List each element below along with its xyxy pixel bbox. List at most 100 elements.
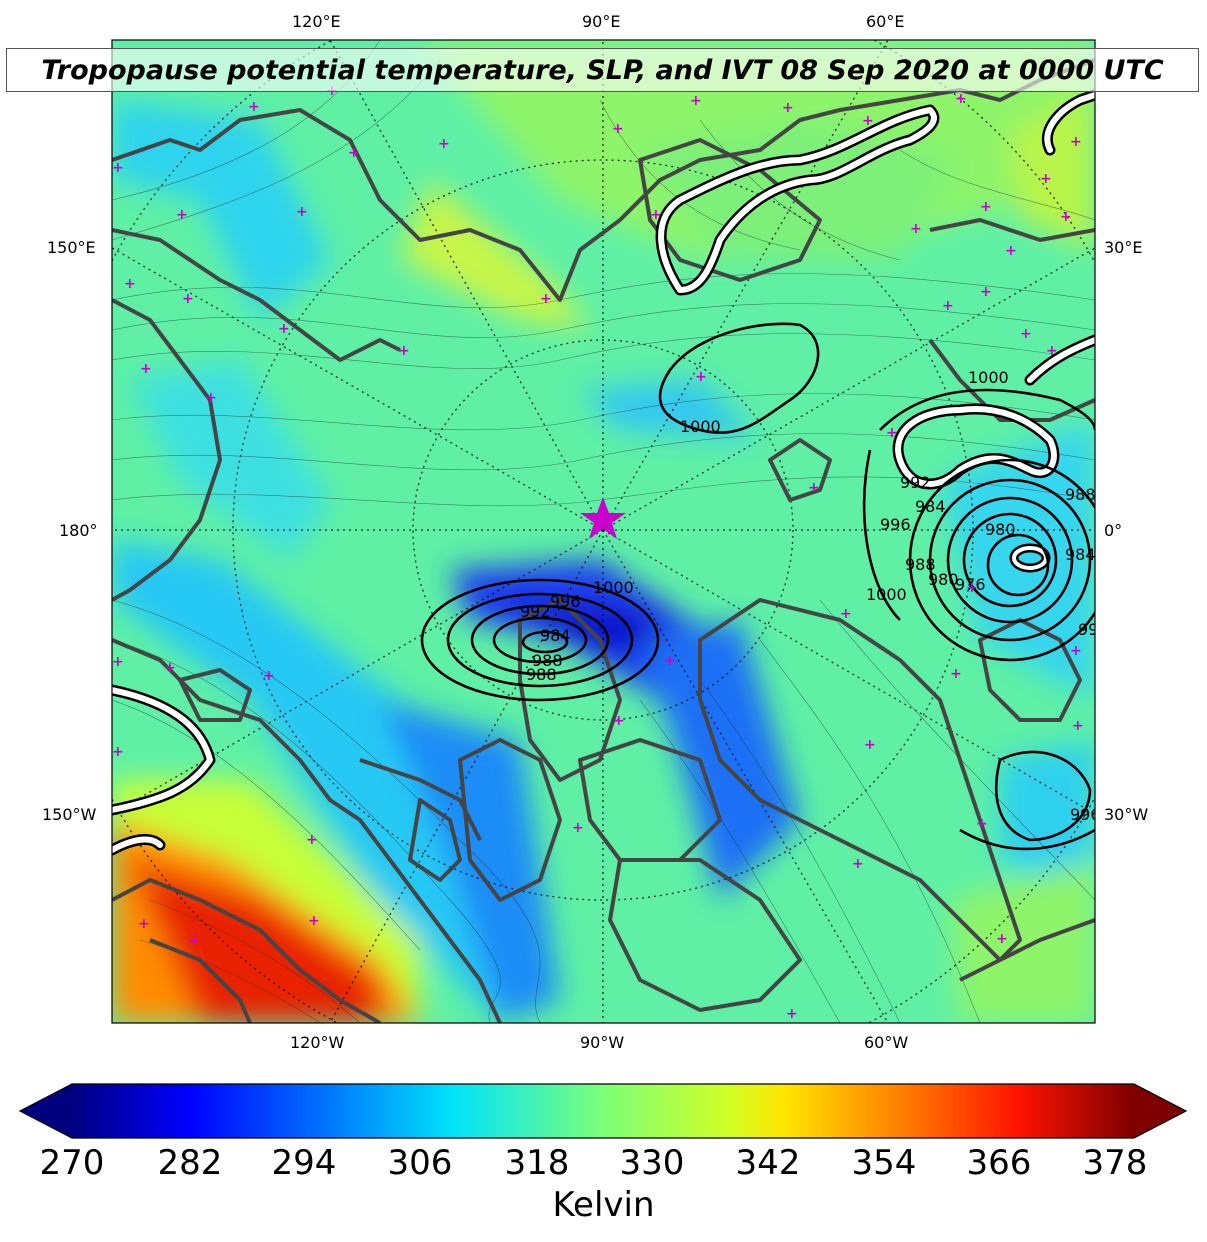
slp-label: 988	[526, 665, 557, 684]
colorbar-tick: 366	[966, 1143, 1032, 1183]
svg-text:+: +	[1070, 643, 1082, 659]
svg-text:+: +	[263, 668, 275, 684]
colorbar-tick: 282	[157, 1143, 223, 1183]
svg-text:+: +	[182, 291, 194, 307]
svg-text:+: +	[308, 913, 320, 929]
slp-contour-labels: 1000 996 992 984 988 1000 1000 992 996 9…	[520, 368, 1109, 824]
colorbar-tick: 330	[619, 1143, 685, 1183]
svg-text:+: +	[782, 100, 794, 116]
svg-text:+: +	[613, 713, 625, 729]
svg-text:+: +	[950, 666, 962, 682]
svg-text:+: +	[112, 744, 124, 760]
svg-text:+: +	[690, 93, 702, 109]
colorbar-tick: 318	[504, 1143, 570, 1183]
svg-text:+: +	[572, 820, 584, 836]
svg-text:+: +	[1005, 243, 1017, 259]
svg-text:+: +	[1070, 134, 1082, 150]
svg-text:+: +	[695, 369, 707, 385]
svg-text:+: +	[348, 145, 360, 161]
svg-text:+: +	[852, 856, 864, 872]
lon-label-left: 180°	[59, 521, 98, 540]
slp-label: 984	[1065, 545, 1096, 564]
svg-text:+: +	[1040, 171, 1052, 187]
ivt-contours	[112, 89, 1095, 856]
svg-text:+: +	[176, 207, 188, 223]
map-title: Tropopause potential temperature, SLP, a…	[41, 54, 1164, 86]
slp-label: 992	[900, 473, 931, 492]
lon-label-bottom: 120°W	[290, 1033, 345, 1052]
slp-label: 1000	[680, 417, 721, 436]
slp-label: 988	[905, 555, 936, 574]
svg-text:+: +	[1072, 718, 1084, 734]
svg-text:+: +	[205, 390, 217, 406]
svg-text:+: +	[664, 653, 676, 669]
svg-text:+: +	[138, 916, 150, 932]
slp-label: 1000	[968, 368, 1009, 387]
map-frame	[111, 39, 1096, 1024]
svg-text:+: +	[140, 361, 152, 377]
lon-label-right: 0°	[1104, 521, 1123, 540]
pole-star-icon	[580, 497, 626, 539]
slp-label: 992	[520, 602, 551, 621]
theta-field: 1000 996 992 984 988 1000 1000 992 996 9…	[112, 40, 1109, 1023]
slp-label: 996	[1070, 805, 1101, 824]
svg-text:+: +	[1060, 209, 1072, 225]
colorbar	[18, 1083, 1188, 1139]
coastlines	[112, 58, 1095, 1023]
svg-text:+: +	[296, 204, 308, 220]
svg-text:+: +	[976, 816, 988, 832]
svg-text:+: +	[306, 832, 318, 848]
svg-text:+: +	[808, 480, 820, 496]
slp-label: 1000	[593, 578, 634, 597]
slp-label: 980	[928, 570, 959, 589]
lon-label-top: 90°E	[582, 12, 621, 31]
station-markers: ++ + + + + ++ + ++ + ++ + ++ + ++ + ++ + ++ + ++ + …	[112, 83, 1084, 1022]
svg-text:+: +	[996, 931, 1008, 947]
svg-text:+: +	[112, 654, 124, 670]
svg-text:+: +	[164, 660, 176, 676]
lon-label-top: 60°E	[866, 12, 905, 31]
map-title-box: Tropopause potential temperature, SLP, a…	[6, 48, 1199, 92]
svg-text:+: +	[955, 91, 967, 107]
svg-text:+: +	[248, 99, 260, 115]
slp-label: 996	[880, 515, 911, 534]
svg-text:+: +	[786, 1006, 798, 1022]
colorbar-tick: 342	[735, 1143, 801, 1183]
slp-label: 1000	[866, 585, 907, 604]
svg-text:+: +	[1020, 326, 1032, 342]
svg-text:+: +	[278, 321, 290, 337]
colorbar-tick: 306	[387, 1143, 453, 1183]
lon-label-left: 150°E	[47, 238, 96, 257]
colorbar-tick: 378	[1082, 1143, 1148, 1183]
slp-label: 976	[955, 575, 986, 594]
svg-text:+: +	[112, 160, 124, 176]
slp-label: 988	[1065, 485, 1096, 504]
svg-text:+: +	[862, 113, 874, 129]
slp-label: 984	[540, 626, 571, 645]
svg-text:+: +	[886, 425, 898, 441]
svg-text:+: +	[540, 291, 552, 307]
svg-text:+: +	[910, 221, 922, 237]
colorbar-tick: 270	[39, 1143, 105, 1183]
slp-label: 996	[550, 592, 581, 611]
lon-label-right: 30°W	[1104, 805, 1149, 824]
svg-text:+: +	[980, 199, 992, 215]
svg-text:+: +	[980, 284, 992, 300]
slp-label: 988	[532, 651, 563, 670]
slp-label: 984	[915, 497, 946, 516]
colorbar-unit-label: Kelvin	[552, 1185, 655, 1225]
svg-text:+: +	[864, 737, 876, 753]
svg-text:+: +	[1046, 343, 1058, 359]
svg-text:+: +	[398, 343, 410, 359]
colorbar-tick: 294	[271, 1143, 337, 1183]
svg-text:+: +	[966, 580, 978, 596]
colorbar-tick: 354	[851, 1143, 917, 1183]
slp-label: 992	[1078, 620, 1109, 639]
lon-label-right: 30°E	[1104, 238, 1143, 257]
svg-text:+: +	[438, 136, 450, 152]
lon-label-top: 120°E	[292, 12, 341, 31]
svg-text:+: +	[124, 276, 136, 292]
lon-label-left: 150°W	[42, 805, 97, 824]
lon-label-bottom: 60°W	[864, 1033, 909, 1052]
